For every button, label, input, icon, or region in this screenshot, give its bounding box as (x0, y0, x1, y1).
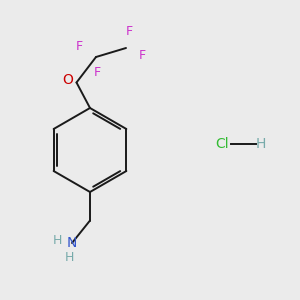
Text: O: O (63, 73, 74, 86)
Text: F: F (139, 49, 146, 62)
Text: H: H (64, 251, 74, 264)
Text: F: F (94, 65, 101, 79)
Text: H: H (53, 234, 62, 247)
Text: F: F (76, 40, 83, 53)
Text: F: F (125, 25, 133, 38)
Text: H: H (256, 137, 266, 151)
Text: N: N (67, 236, 77, 250)
Text: Cl: Cl (215, 137, 229, 151)
